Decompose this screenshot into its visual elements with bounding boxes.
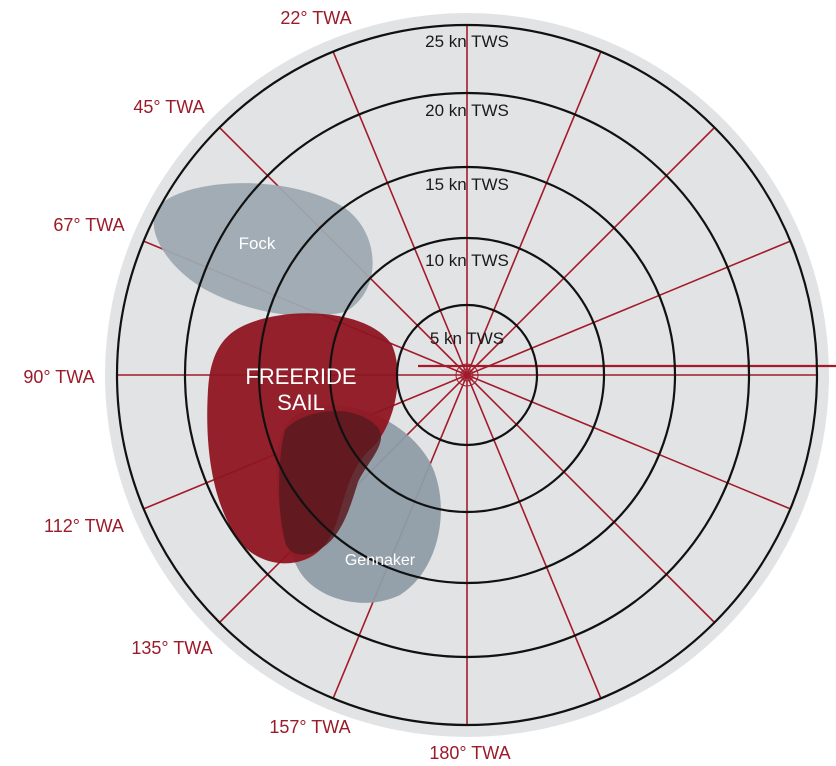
twa-label-90: 90° TWA [23,367,94,387]
tws-label-20: 20 kn TWS [425,101,509,120]
twa-label-157: 157° TWA [269,717,350,737]
fock-label: Fock [239,234,276,253]
tws-label-10: 10 kn TWS [425,251,509,270]
tws-label-15: 15 kn TWS [425,175,509,194]
twa-label-67: 67° TWA [53,215,124,235]
twa-label-135: 135° TWA [131,638,212,658]
gennaker-label: Gennaker [345,552,416,569]
tws-label-25: 25 kn TWS [425,32,509,51]
freeride-label-line1: FREERIDE [245,364,356,389]
twa-label-112: 112° TWA [44,516,124,536]
freeride-label-line2: SAIL [277,390,325,415]
tws-label-5: 5 kn TWS [430,329,504,348]
twa-label-180: 180° TWA [429,743,510,763]
twa-label-45: 45° TWA [133,97,204,117]
twa-label-22: 22° TWA [280,8,351,28]
